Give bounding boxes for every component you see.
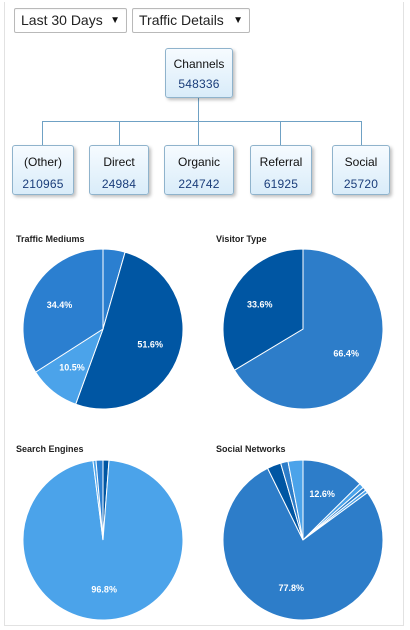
date-range-value: Last 30 Days <box>21 12 103 28</box>
node-label: Organic <box>177 155 221 169</box>
pie-slice-label: 66.4% <box>333 348 359 358</box>
pie-slice-1[interactable] <box>22 459 184 621</box>
tree-connector-root <box>198 98 199 121</box>
pie-slice-label: 96.8% <box>91 585 117 595</box>
node-value: 24984 <box>101 177 137 191</box>
node-label: (Other) <box>23 155 62 169</box>
pie-slice-0[interactable] <box>233 248 384 410</box>
pie-chart-search-engines: 96.8% <box>22 459 184 621</box>
pie-slice-1[interactable] <box>222 248 304 371</box>
pie-slice-label: 51.6% <box>137 339 163 349</box>
node-label: Channels <box>173 57 225 71</box>
dropdown-arrow-icon: ▼ <box>233 15 243 26</box>
chart-title-search-engines: Search Engines <box>16 444 84 454</box>
pie-slice-3[interactable] <box>22 248 104 373</box>
pie-slice-label: 34.4% <box>47 300 73 310</box>
tree-node-social[interactable]: Social 25720 <box>332 145 390 195</box>
dropdown-arrow-icon: ▼ <box>110 15 120 26</box>
pie-chart-social-networks: 12.6% 77.8% <box>222 459 384 621</box>
pie-slice-label: 33.6% <box>247 300 273 310</box>
pie-chart-visitor-type: 66.4% 33.6% <box>222 248 384 410</box>
tree-connector-referral <box>280 121 281 145</box>
tree-connector-horizontal <box>42 121 361 122</box>
pie-slice-3[interactable] <box>95 459 104 541</box>
tree-connector-direct <box>119 121 120 145</box>
panel-frame <box>4 2 404 626</box>
tree-connector-organic <box>198 121 199 145</box>
pie-slice-1[interactable] <box>75 251 184 410</box>
date-range-select[interactable]: Last 30 Days ▼ <box>14 8 127 33</box>
chart-title-traffic-mediums: Traffic Mediums <box>16 234 85 244</box>
pie-slice-0[interactable] <box>302 459 361 542</box>
tree-connector-other <box>42 121 43 145</box>
tree-node-direct[interactable]: Direct 24984 <box>89 145 149 195</box>
node-label: Social <box>344 155 378 169</box>
chart-title-social-networks: Social Networks <box>216 444 286 454</box>
pie-slice-label: 77.8% <box>279 583 305 593</box>
pie-slice-7[interactable] <box>287 459 304 541</box>
node-value: 61925 <box>263 177 299 191</box>
node-label: Direct <box>103 155 135 169</box>
view-select[interactable]: Traffic Details ▼ <box>132 8 250 33</box>
pie-slice-label: 12.6% <box>309 489 335 499</box>
tree-node-other[interactable]: (Other) 210965 <box>12 145 74 195</box>
pie-slice-label: 10.5% <box>59 363 85 373</box>
node-value: 25720 <box>343 177 379 191</box>
node-label: Referral <box>259 155 303 169</box>
node-value: 210965 <box>22 177 64 191</box>
tree-node-organic[interactable]: Organic 224742 <box>164 145 234 195</box>
tree-node-channels[interactable]: Channels 548336 <box>165 48 233 98</box>
tree-connector-social <box>361 121 362 145</box>
pie-slice-4[interactable] <box>222 467 384 621</box>
chart-title-visitor-type: Visitor Type <box>216 234 267 244</box>
tree-node-referral[interactable]: Referral 61925 <box>250 145 312 195</box>
pie-chart-traffic-mediums: 51.6% 10.5% 34.4% <box>22 248 184 410</box>
view-value: Traffic Details <box>139 12 224 28</box>
node-value: 548336 <box>178 77 220 91</box>
node-value: 224742 <box>178 177 220 191</box>
